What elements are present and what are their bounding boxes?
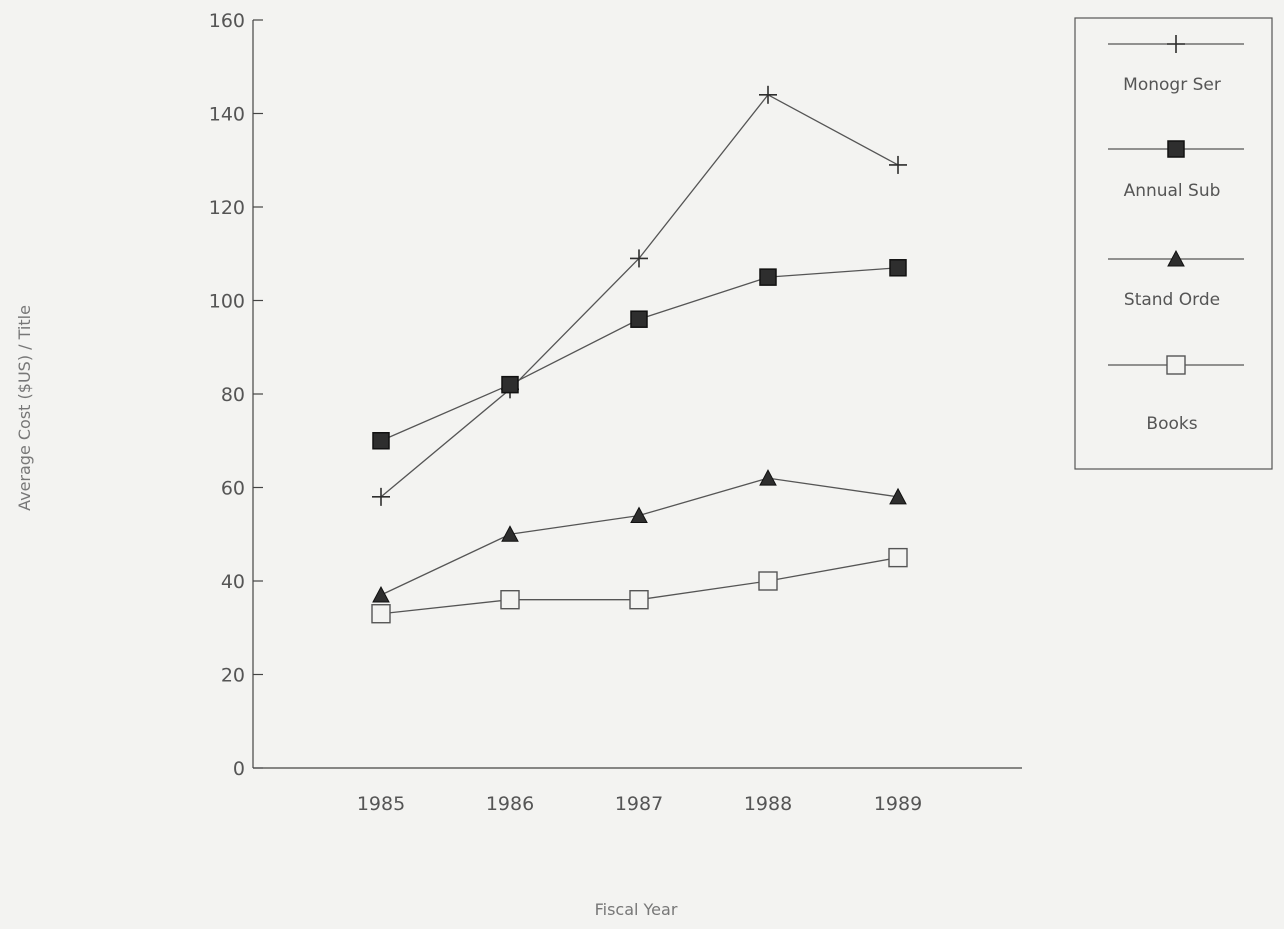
- legend-box: [1074, 17, 1273, 470]
- data-point: [372, 432, 390, 450]
- data-point: [889, 487, 907, 505]
- series-layer: [371, 85, 908, 624]
- data-point: [759, 85, 777, 104]
- legend-marker: [1167, 249, 1185, 267]
- y-tick-label: 40: [221, 571, 245, 593]
- legend-label: Monogr Ser: [1123, 75, 1221, 95]
- x-axis-title: Fiscal Year: [595, 900, 678, 919]
- y-tick-label: 80: [221, 384, 245, 406]
- legend: Monogr Ser Annual Sub Stand Orde Books: [1074, 17, 1273, 470]
- x-tick-label: 1986: [486, 793, 534, 815]
- series-2: [372, 469, 907, 603]
- y-axis: 0 20 40 60 80 100 120 140 160: [209, 10, 263, 780]
- series-1: [372, 259, 907, 450]
- legend-entry-0: Monogr Ser: [1108, 35, 1244, 95]
- data-point: [889, 259, 907, 277]
- data-point: [889, 155, 907, 174]
- data-point: [630, 249, 648, 268]
- data-point: [888, 547, 908, 568]
- y-tick-label: 20: [221, 665, 245, 687]
- legend-label: Annual Sub: [1124, 181, 1221, 201]
- series-3: [371, 547, 908, 624]
- data-point: [758, 571, 778, 591]
- data-point: [630, 310, 648, 328]
- y-tick-label: 140: [209, 104, 245, 126]
- data-point: [759, 268, 777, 286]
- y-tick-label: 0: [233, 758, 245, 780]
- y-tick-label: 160: [209, 10, 245, 32]
- legend-entry-1: Annual Sub: [1108, 140, 1244, 201]
- y-tick-label: 100: [209, 291, 245, 313]
- series-line: [380, 477, 899, 596]
- x-tick-label: 1989: [874, 793, 922, 815]
- series-0: [372, 85, 907, 506]
- data-point: [630, 506, 648, 524]
- legend-marker: [1167, 35, 1185, 53]
- y-tick-label: 120: [209, 197, 245, 219]
- data-point: [371, 604, 391, 624]
- data-point: [500, 590, 520, 610]
- legend-entry-3: Books: [1108, 355, 1244, 434]
- series-line: [380, 93, 899, 498]
- legend-label: Books: [1146, 414, 1197, 434]
- series-line: [380, 267, 899, 442]
- legend-label: Stand Orde: [1124, 290, 1220, 310]
- data-point: [372, 487, 390, 506]
- y-axis-title: Average Cost ($US) / Title: [15, 305, 34, 511]
- x-tick-label: 1988: [744, 793, 792, 815]
- x-tick-label: 1987: [615, 793, 663, 815]
- x-tick-label: 1985: [357, 793, 405, 815]
- legend-entry-2: Stand Orde: [1108, 249, 1244, 310]
- data-point: [372, 585, 390, 603]
- data-point: [501, 375, 519, 394]
- legend-marker: [1167, 140, 1185, 158]
- data-point: [501, 525, 519, 542]
- x-axis: 1985 1986 1987 1988 1989: [253, 767, 1022, 815]
- data-point: [629, 590, 649, 610]
- data-point: [759, 469, 777, 486]
- legend-marker: [1166, 355, 1186, 375]
- y-tick-label: 60: [221, 478, 245, 500]
